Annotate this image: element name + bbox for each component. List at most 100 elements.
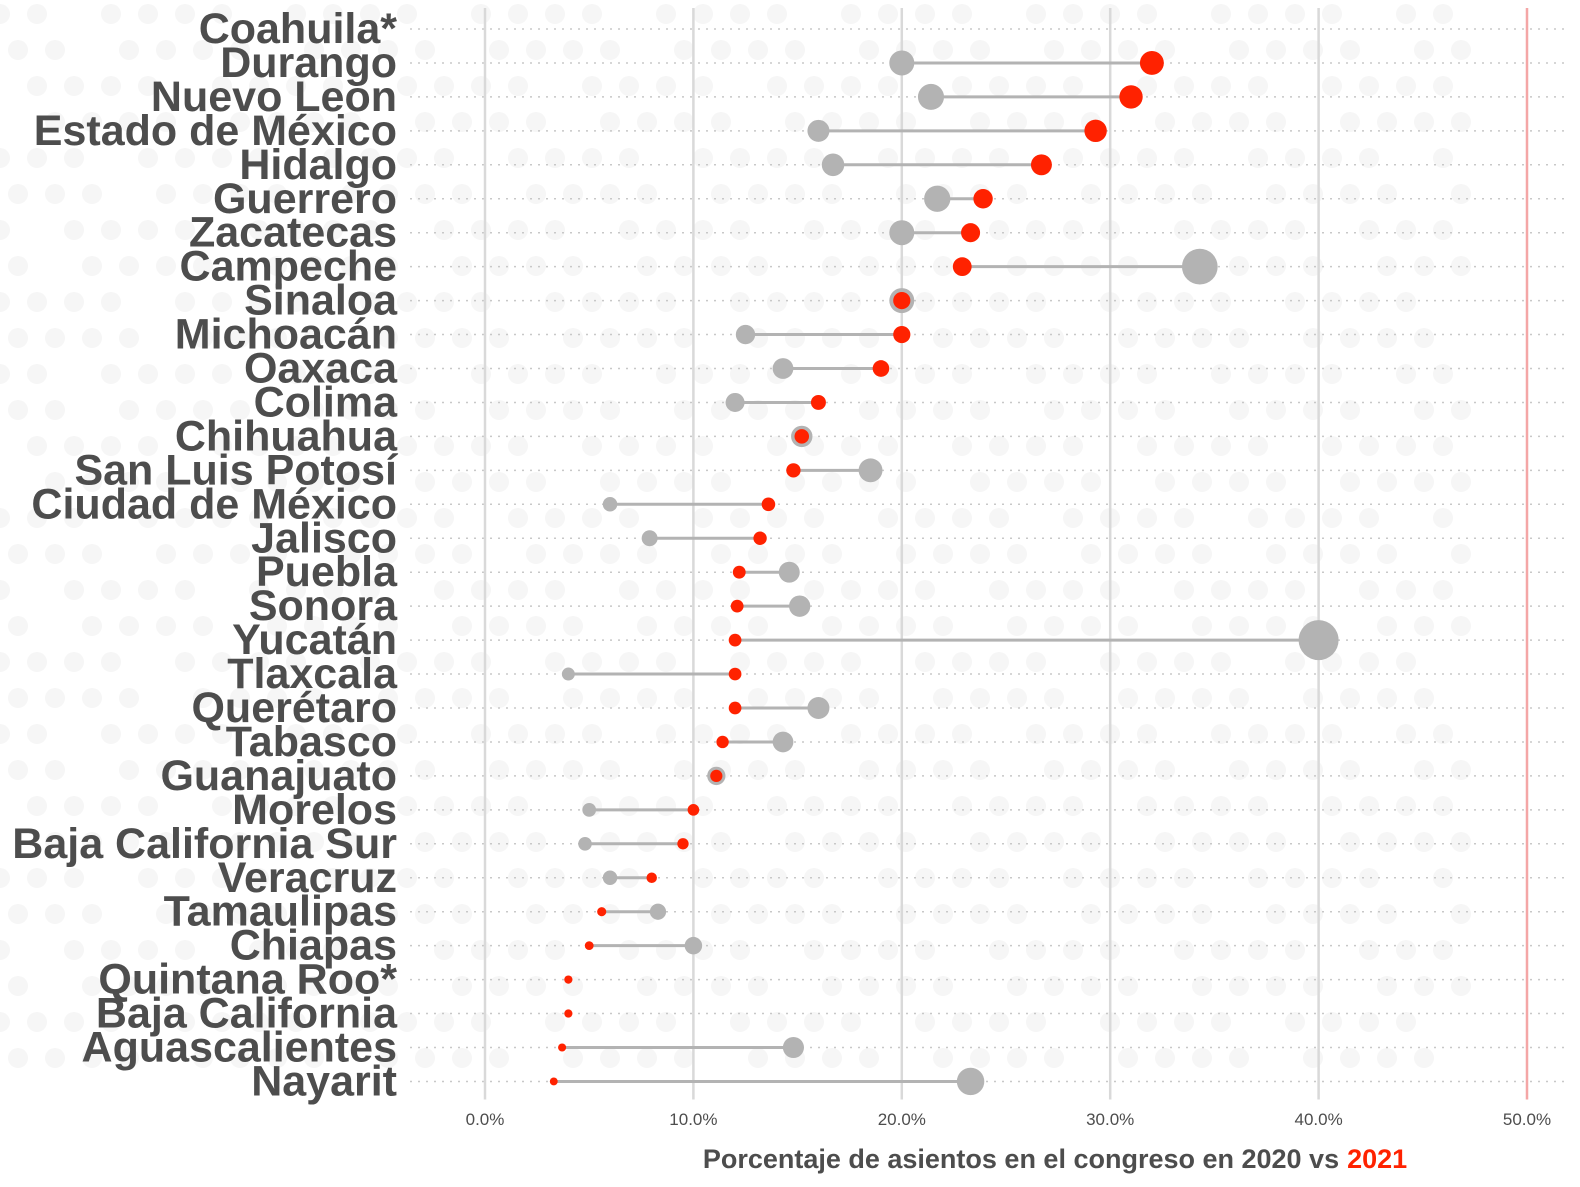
background-dot [378,400,398,420]
background-dot [1359,220,1379,240]
background-dot [267,1048,287,1068]
background-dot [452,184,472,204]
background-dot [1248,436,1268,456]
background-dot [656,436,676,456]
background-dot [286,724,306,744]
background-dot [304,760,324,780]
background-dot [471,796,491,816]
background-dot [1266,472,1286,492]
background-dot [45,112,65,132]
background-dot [27,724,47,744]
background-dot [748,976,768,996]
background-dot [878,940,898,960]
background-dot [508,724,528,744]
background-dot [1192,472,1212,492]
background-dot [619,148,639,168]
state-label: San Luis Potosí [74,446,399,494]
background-dot [0,508,10,528]
background-dot [64,508,84,528]
background-dot [545,292,565,312]
background-dot [175,724,195,744]
state-label: Sinaloa [244,277,398,325]
background-dot [878,508,898,528]
state-label: Chihuahua [175,412,398,460]
background-dot [730,4,750,24]
point-2020 [684,936,703,955]
background-dot [1396,364,1416,384]
background-dot [8,40,28,60]
background-dot [82,112,102,132]
background-dot [656,1012,676,1032]
background-dot [1118,184,1138,204]
background-dot [230,904,250,924]
background-dot [397,148,417,168]
point-2021 [1030,154,1052,176]
background-dot [1174,220,1194,240]
background-dot [415,544,435,564]
background-dot [27,292,47,312]
background-dot [64,148,84,168]
background-dot [415,1048,435,1068]
background-dot [1359,436,1379,456]
background-dot [1044,976,1064,996]
background-dot [508,868,528,888]
background-dot [785,760,805,780]
background-dot [119,328,139,348]
background-dot [45,472,65,492]
background-dot [1118,40,1138,60]
background-dot [785,904,805,924]
point-2021 [761,497,776,512]
background-dot [45,832,65,852]
background-dot [563,760,583,780]
background-dot [378,760,398,780]
background-dot [933,400,953,420]
background-dot [212,724,232,744]
background-dot [508,220,528,240]
point-2021 [753,531,767,545]
background-dot [915,724,935,744]
background-dot [397,364,417,384]
background-dot [489,832,509,852]
background-dot [193,760,213,780]
background-dot [915,364,935,384]
background-dot [1026,436,1046,456]
background-dot [1044,760,1064,780]
background-dot [619,580,639,600]
background-dot [915,652,935,672]
background-dot [489,400,509,420]
background-dot [1396,292,1416,312]
background-dot [1340,832,1360,852]
background-dot [804,148,824,168]
state-label: Chiapas [230,922,397,970]
background-dot [0,292,10,312]
background-dot [970,832,990,852]
background-dot [582,436,602,456]
background-dot [859,400,879,420]
background-dot [8,760,28,780]
background-dot [471,76,491,96]
background-dot [748,1048,768,1068]
state-label: Nuevo Leon [151,73,397,121]
background-dot [304,688,324,708]
x-axis-title-year: 2021 [1347,1144,1407,1174]
background-dot [1007,544,1027,564]
background-dot [64,868,84,888]
background-dot [1414,832,1434,852]
background-dot [859,760,879,780]
background-dot [619,1012,639,1032]
background-dot [1137,652,1157,672]
background-dot [360,508,380,528]
background-dot [119,616,139,636]
background-dot [730,148,750,168]
background-dot [693,364,713,384]
background-dot [230,832,250,852]
background-dot [822,904,842,924]
background-dot [230,760,250,780]
background-dot [896,904,916,924]
background-dot [82,472,102,492]
background-dot [452,904,472,924]
background-dot [674,616,694,636]
background-dot [1414,472,1434,492]
background-dot [841,220,861,240]
background-dot [656,580,676,600]
